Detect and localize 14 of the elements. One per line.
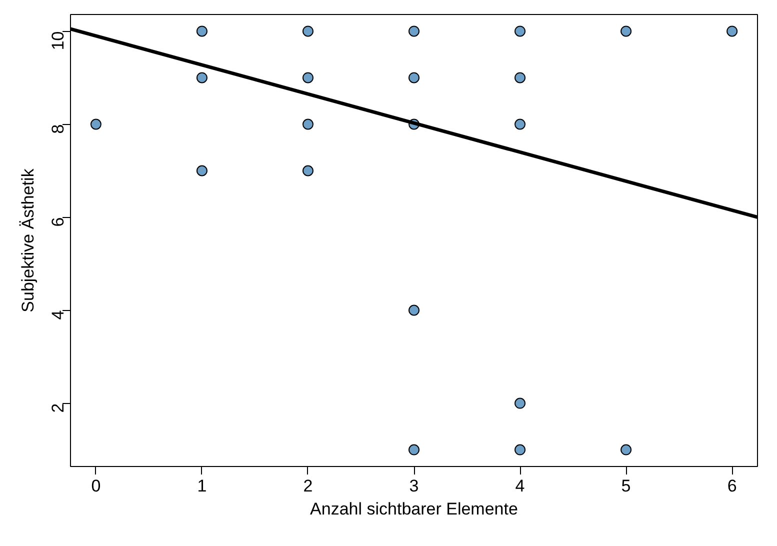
y-tick-label: 8 <box>48 124 68 134</box>
x-axis-title: Anzahl sichtbarer Elemente <box>310 500 518 518</box>
x-tick-label: 4 <box>515 476 525 496</box>
x-tick-label: 1 <box>197 476 207 496</box>
y-tick-label: 2 <box>48 403 68 413</box>
y-tick-label: 6 <box>48 217 68 227</box>
x-tick-label: 0 <box>91 476 101 496</box>
y-tick-label: 4 <box>48 310 68 320</box>
x-tick-label: 6 <box>727 476 737 496</box>
y-tick-label: 10 <box>48 31 68 50</box>
x-tick-label: 3 <box>409 476 419 496</box>
y-axis-title: Subjektive Ästhetik <box>18 168 38 312</box>
x-tick-label: 2 <box>303 476 313 496</box>
x-tick-label: 5 <box>621 476 631 496</box>
